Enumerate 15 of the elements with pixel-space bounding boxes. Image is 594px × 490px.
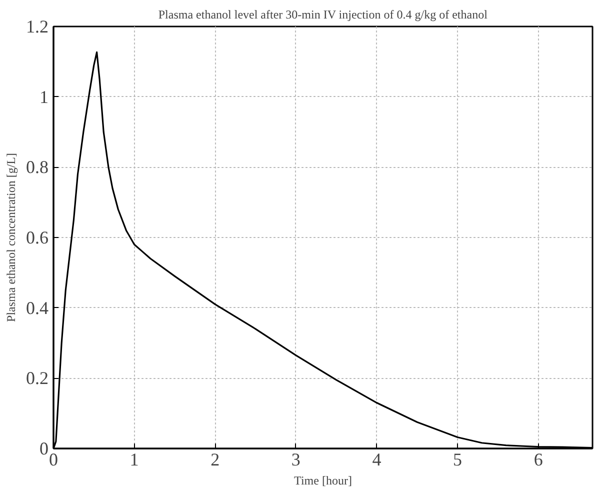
y-tick-label: 1 — [40, 86, 48, 107]
x-tick-label: 4 — [372, 450, 382, 470]
y-axis-title: Plasma ethanol concentration [g/L] — [4, 153, 18, 322]
x-tick-label: 1 — [130, 450, 139, 470]
y-tick-label: 0.6 — [26, 228, 48, 248]
y-tick-label: 1.2 — [26, 16, 48, 36]
x-tick-label: 2 — [210, 450, 220, 470]
y-tick-label: 0.4 — [26, 298, 48, 318]
x-tick-label: 3 — [291, 450, 300, 470]
x-axis-title: Time [hour] — [294, 474, 352, 488]
y-tick-label: 0.2 — [26, 368, 48, 388]
y-tick-label: 0.8 — [26, 157, 48, 178]
x-tick-label: 5 — [453, 450, 462, 470]
chart-title: Plasma ethanol level after 30-min IV injection of 0.4 g/kg of ethanol — [158, 8, 488, 22]
x-tick-label: 6 — [534, 450, 543, 470]
